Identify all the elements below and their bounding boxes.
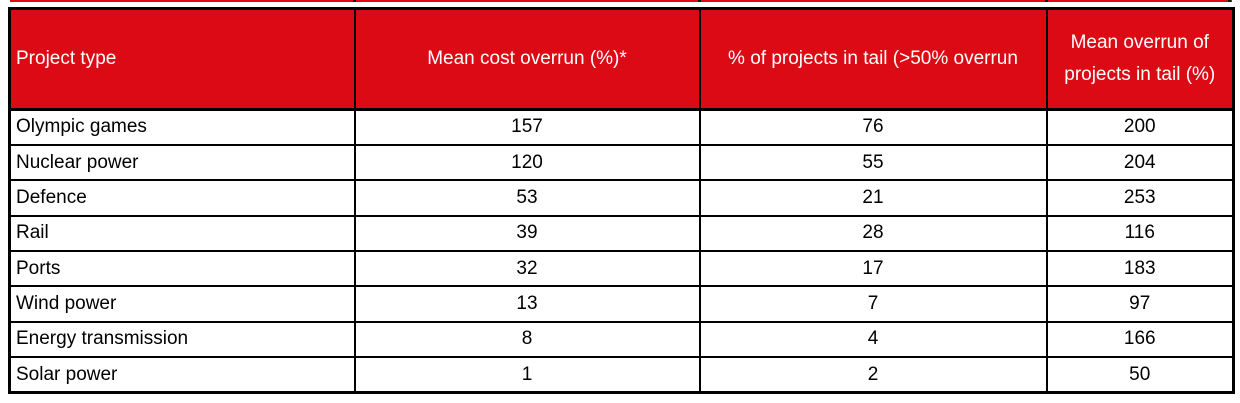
cell-project-type: Nuclear power [8, 143, 356, 182]
cell-project-type: Olympic games [8, 108, 356, 146]
cell-mean-cost-overrun: 53 [353, 179, 701, 217]
cell-pct-projects-in-tail: 4 [698, 320, 1048, 359]
column-border-tick [698, 0, 701, 2]
table-row: Ports 32 17 183 [8, 249, 1235, 288]
cell-mean-overrun-in-tail: 204 [1045, 143, 1235, 182]
cell-pct-projects-in-tail: 21 [698, 179, 1048, 217]
cell-mean-overrun-in-tail: 166 [1045, 320, 1235, 359]
cell-project-type: Defence [8, 179, 356, 217]
cell-pct-projects-in-tail: 55 [698, 143, 1048, 182]
header-pct-projects-in-tail: % of projects in tail (>50% overrun [698, 7, 1048, 111]
cell-mean-overrun-in-tail: 183 [1045, 249, 1235, 288]
cell-pct-projects-in-tail: 28 [698, 214, 1048, 253]
column-border-tick [1045, 0, 1048, 2]
cell-pct-projects-in-tail: 7 [698, 285, 1048, 323]
cell-mean-overrun-in-tail: 253 [1045, 179, 1235, 217]
cell-pct-projects-in-tail: 76 [698, 108, 1048, 146]
column-border-tick [1228, 0, 1231, 2]
table-row: Nuclear power 120 55 204 [8, 143, 1235, 182]
cell-pct-projects-in-tail: 17 [698, 249, 1048, 288]
cell-mean-overrun-in-tail: 116 [1045, 214, 1235, 253]
cell-project-type: Solar power [8, 356, 356, 394]
clipped-red-row-artifact [10, 0, 1232, 2]
header-project-type: Project type [8, 7, 356, 111]
cell-mean-cost-overrun: 157 [353, 108, 701, 146]
cell-mean-cost-overrun: 8 [353, 320, 701, 359]
table-row: Wind power 13 7 97 [8, 285, 1235, 323]
table-row: Rail 39 28 116 [8, 214, 1235, 253]
header-row: Project type Mean cost overrun (%)* % of… [8, 7, 1235, 111]
cell-project-type: Energy transmission [8, 320, 356, 359]
cell-mean-cost-overrun: 39 [353, 214, 701, 253]
column-border-tick [353, 0, 356, 2]
cell-mean-cost-overrun: 120 [353, 143, 701, 182]
cell-mean-cost-overrun: 13 [353, 285, 701, 323]
cell-mean-cost-overrun: 32 [353, 249, 701, 288]
cell-project-type: Wind power [8, 285, 356, 323]
table-row: Olympic games 157 76 200 [8, 108, 1235, 146]
header-mean-cost-overrun: Mean cost overrun (%)* [353, 7, 701, 111]
cell-mean-overrun-in-tail: 50 [1045, 356, 1235, 394]
cost-overrun-table: Project type Mean cost overrun (%)* % of… [8, 7, 1235, 394]
cell-project-type: Ports [8, 249, 356, 288]
cell-project-type: Rail [8, 214, 356, 253]
table-row: Defence 53 21 253 [8, 179, 1235, 217]
table-row: Energy transmission 8 4 166 [8, 320, 1235, 359]
cell-mean-cost-overrun: 1 [353, 356, 701, 394]
cell-mean-overrun-in-tail: 97 [1045, 285, 1235, 323]
header-mean-overrun-in-tail: Mean overrun of projects in tail (%) [1045, 7, 1235, 111]
cell-pct-projects-in-tail: 2 [698, 356, 1048, 394]
table-row: Solar power 1 2 50 [8, 356, 1235, 394]
cell-mean-overrun-in-tail: 200 [1045, 108, 1235, 146]
